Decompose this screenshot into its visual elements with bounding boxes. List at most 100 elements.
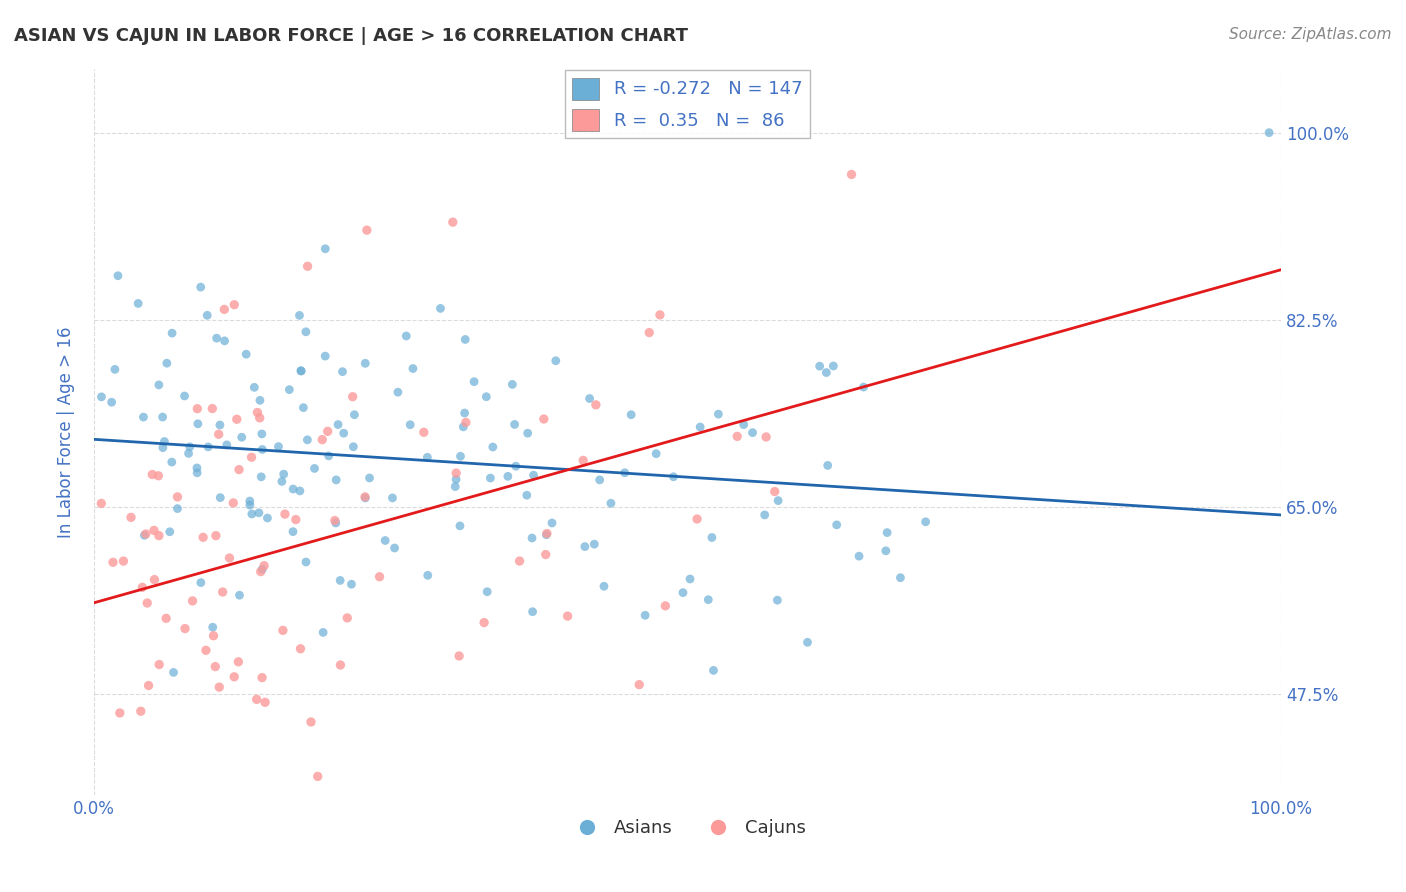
Point xyxy=(449,519,471,533)
Point xyxy=(120,510,142,524)
Point xyxy=(852,380,875,394)
Point xyxy=(252,442,274,457)
Point xyxy=(503,417,526,432)
Point xyxy=(356,223,378,237)
Point xyxy=(162,665,184,680)
Point xyxy=(202,629,225,643)
Point xyxy=(741,425,763,440)
Point xyxy=(187,417,209,431)
Point xyxy=(215,438,238,452)
Point xyxy=(620,408,643,422)
Point xyxy=(250,671,273,685)
Point xyxy=(239,498,262,512)
Point xyxy=(823,359,845,373)
Point xyxy=(848,549,870,563)
Point xyxy=(387,385,409,400)
Point xyxy=(101,555,124,569)
Point xyxy=(214,302,236,317)
Point xyxy=(374,533,396,548)
Point xyxy=(246,405,269,419)
Point xyxy=(148,528,170,542)
Point xyxy=(889,571,911,585)
Point xyxy=(329,574,352,588)
Point xyxy=(697,592,720,607)
Point xyxy=(354,491,377,505)
Point xyxy=(472,615,495,630)
Point xyxy=(174,622,197,636)
Point xyxy=(274,507,297,521)
Point xyxy=(191,530,214,544)
Point xyxy=(523,468,546,483)
Point xyxy=(190,280,212,294)
Point xyxy=(166,501,188,516)
Point xyxy=(679,572,702,586)
Point xyxy=(817,458,839,473)
Point xyxy=(204,659,226,673)
Point xyxy=(686,512,709,526)
Point xyxy=(312,625,335,640)
Point xyxy=(702,664,724,678)
Point xyxy=(311,433,333,447)
Point xyxy=(707,407,730,421)
Point xyxy=(267,440,290,454)
Point xyxy=(585,398,607,412)
Point xyxy=(444,479,467,493)
Point xyxy=(454,416,477,430)
Point xyxy=(297,433,319,447)
Point xyxy=(247,506,270,520)
Point xyxy=(482,440,505,454)
Point xyxy=(332,365,354,379)
Point xyxy=(290,641,312,656)
Point xyxy=(224,670,246,684)
Point xyxy=(181,594,204,608)
Point xyxy=(297,260,319,274)
Point xyxy=(325,516,347,530)
Point xyxy=(148,377,170,392)
Point xyxy=(505,459,527,474)
Point xyxy=(340,577,363,591)
Point xyxy=(135,527,157,541)
Point xyxy=(156,356,179,370)
Point xyxy=(342,440,364,454)
Point xyxy=(672,585,695,599)
Point xyxy=(108,706,131,720)
Point xyxy=(208,680,231,694)
Point xyxy=(205,331,228,345)
Point xyxy=(132,410,155,425)
Point xyxy=(127,296,149,310)
Point xyxy=(148,657,170,672)
Point xyxy=(441,215,464,229)
Point xyxy=(574,540,596,554)
Point xyxy=(222,496,245,510)
Point xyxy=(271,624,294,638)
Point xyxy=(444,472,467,486)
Point xyxy=(796,635,818,649)
Point xyxy=(250,470,273,484)
Point xyxy=(295,325,318,339)
Point xyxy=(104,362,127,376)
Point xyxy=(766,493,789,508)
Point xyxy=(700,531,723,545)
Point xyxy=(593,579,616,593)
Point xyxy=(318,449,340,463)
Point xyxy=(249,411,271,425)
Point xyxy=(166,490,188,504)
Point xyxy=(194,643,217,657)
Point xyxy=(534,548,557,562)
Point xyxy=(201,620,224,634)
Point xyxy=(90,496,112,510)
Point xyxy=(256,511,278,525)
Point xyxy=(107,268,129,283)
Point xyxy=(628,678,651,692)
Point xyxy=(384,541,406,555)
Point xyxy=(160,455,183,469)
Point xyxy=(316,425,339,439)
Point xyxy=(131,580,153,594)
Point xyxy=(475,584,498,599)
Point xyxy=(224,298,246,312)
Point xyxy=(450,450,472,464)
Point xyxy=(634,608,657,623)
Point xyxy=(129,704,152,718)
Point xyxy=(218,551,240,566)
Point xyxy=(295,555,318,569)
